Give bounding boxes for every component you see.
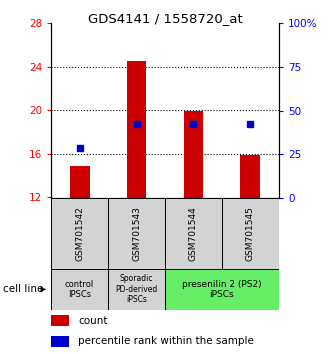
Text: count: count: [79, 316, 108, 326]
Text: cell line: cell line: [3, 284, 44, 295]
Text: GSM701543: GSM701543: [132, 206, 141, 261]
Text: Sporadic
PD-derived
iPSCs: Sporadic PD-derived iPSCs: [115, 274, 158, 304]
Text: GDS4141 / 1558720_at: GDS4141 / 1558720_at: [88, 12, 242, 25]
Bar: [70, 166, 89, 198]
Bar: [51, 336, 69, 347]
Bar: [241, 155, 260, 198]
Text: GSM701544: GSM701544: [189, 206, 198, 261]
Bar: [51, 269, 108, 310]
Text: percentile rank within the sample: percentile rank within the sample: [79, 336, 254, 346]
Bar: [222, 198, 279, 269]
Bar: [51, 198, 108, 269]
Bar: [165, 198, 222, 269]
Bar: [183, 111, 203, 198]
Bar: [127, 61, 147, 198]
Bar: [108, 198, 165, 269]
Bar: [165, 269, 279, 310]
Text: GSM701542: GSM701542: [75, 206, 84, 261]
Bar: [51, 315, 69, 326]
Bar: [108, 269, 165, 310]
Text: control
IPSCs: control IPSCs: [65, 280, 94, 299]
Text: GSM701545: GSM701545: [246, 206, 255, 261]
Text: presenilin 2 (PS2)
iPSCs: presenilin 2 (PS2) iPSCs: [182, 280, 262, 299]
